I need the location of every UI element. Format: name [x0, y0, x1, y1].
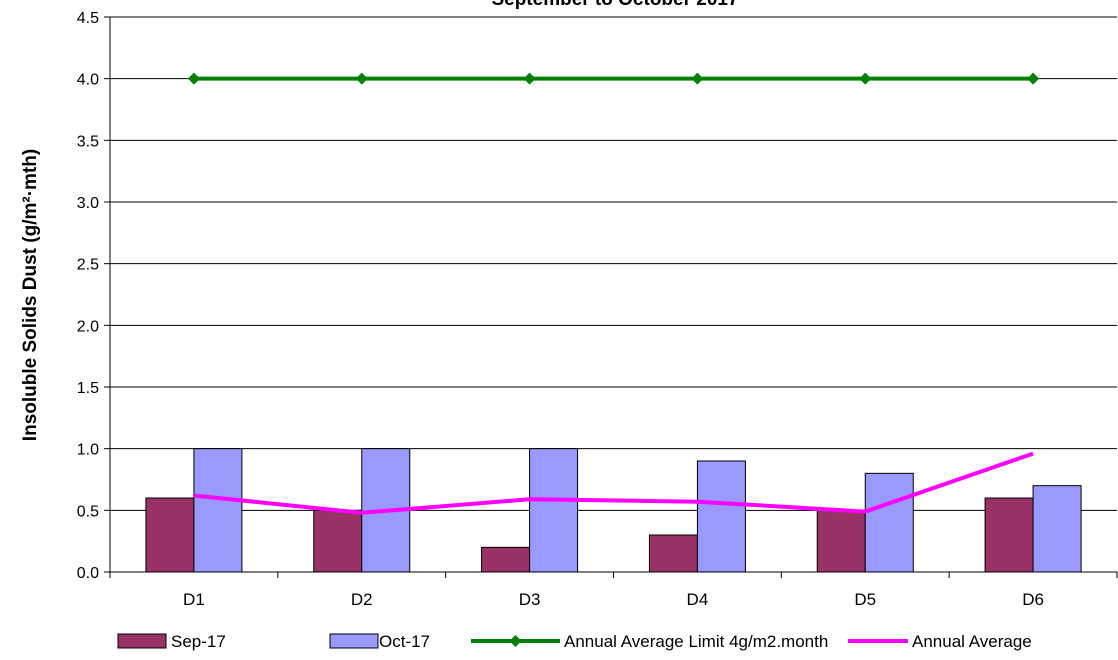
x-tick-label: D3: [519, 590, 541, 609]
point-marker: [355, 72, 368, 85]
legend-label: Sep-17: [171, 632, 226, 651]
y-tick-label: 0.5: [77, 503, 99, 520]
x-tick-label: D6: [1022, 590, 1044, 609]
y-tick-label: 4.5: [77, 10, 99, 27]
legend-swatch: [329, 633, 379, 649]
y-tick-label: 0.0: [77, 565, 99, 582]
chart-title: September to October 2017: [491, 0, 738, 10]
bar-oct-17-d6: [1032, 485, 1082, 573]
axes-layer: 0.0 0.5 1.0 1.5 2.0 2.5 3.0 3.5 4.0 4.5 D1 D2 D3 D4 D5…: [77, 10, 1118, 609]
x-tick-label: D1: [183, 590, 205, 609]
legend-label: Oct-17: [379, 632, 430, 651]
legend-label: Annual Average Limit 4g/m2.month: [564, 632, 828, 651]
line-annual-average: [193, 451, 1034, 515]
bar-oct-17-d4: [696, 460, 746, 573]
point-marker: [859, 72, 872, 85]
y-tick-label: 2.5: [77, 257, 99, 274]
point-marker: [523, 72, 536, 85]
legend-label: Annual Average: [912, 632, 1032, 651]
y-tick-label: 1.5: [77, 380, 99, 397]
x-tick-label: D5: [854, 590, 876, 609]
bar-sep-17-d2: [313, 509, 363, 573]
x-tick-label: D4: [687, 590, 709, 609]
y-tick-label: 3.5: [77, 133, 99, 150]
y-axis-label: Insoluble Solids Dust (g/m²·mth): [20, 149, 41, 441]
grid-layer: [110, 16, 1117, 511]
legend: Sep-17 Oct-17 Annual Average Limit 4g/m2.m…: [117, 632, 1032, 651]
bar-sep-17-d6: [984, 497, 1034, 573]
legend-marker: [509, 635, 522, 647]
y-tick-label: 2.0: [77, 318, 99, 335]
y-tick-label: 4.0: [77, 72, 99, 89]
bar-oct-17-d5: [864, 472, 914, 573]
point-marker: [691, 72, 704, 85]
bar-sep-17-d3: [481, 546, 531, 573]
bar-oct-17-d1: [193, 448, 243, 573]
x-tick-label: D2: [351, 590, 373, 609]
legend-swatch: [117, 633, 167, 649]
lines-layer: [187, 72, 1040, 515]
y-tick-label: 3.0: [77, 195, 99, 212]
y-tick-label: 1.0: [77, 442, 99, 459]
bar-oct-17-d3: [529, 448, 579, 573]
point-marker: [187, 72, 200, 85]
bar-sep-17-d4: [648, 534, 698, 573]
bar-sep-17-d5: [816, 509, 866, 573]
point-marker: [1027, 72, 1040, 85]
bar-sep-17-d1: [145, 497, 195, 573]
